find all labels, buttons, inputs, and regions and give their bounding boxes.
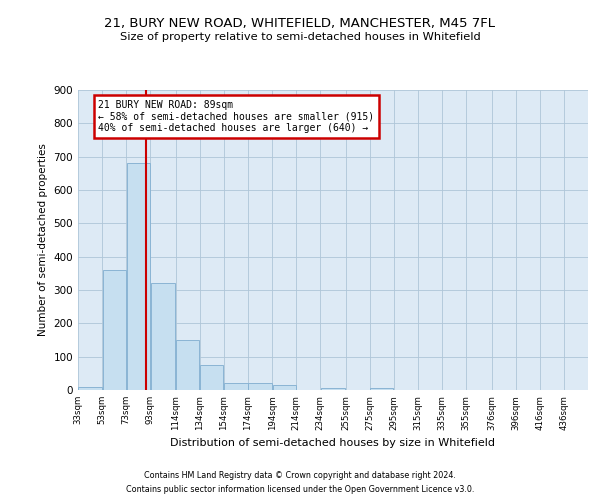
- Text: Contains public sector information licensed under the Open Government Licence v3: Contains public sector information licen…: [126, 485, 474, 494]
- Text: Size of property relative to semi-detached houses in Whitefield: Size of property relative to semi-detach…: [119, 32, 481, 42]
- Bar: [151, 284, 175, 390]
- Bar: [176, 340, 199, 390]
- Bar: [370, 388, 394, 390]
- Bar: [200, 365, 223, 390]
- Text: 21, BURY NEW ROAD, WHITEFIELD, MANCHESTER, M45 7FL: 21, BURY NEW ROAD, WHITEFIELD, MANCHESTE…: [104, 18, 496, 30]
- Bar: [103, 270, 126, 390]
- X-axis label: Distribution of semi-detached houses by size in Whitefield: Distribution of semi-detached houses by …: [170, 438, 496, 448]
- Bar: [127, 164, 150, 390]
- Bar: [321, 388, 345, 390]
- Bar: [79, 386, 101, 390]
- Bar: [272, 385, 296, 390]
- Text: Contains HM Land Registry data © Crown copyright and database right 2024.: Contains HM Land Registry data © Crown c…: [144, 471, 456, 480]
- Y-axis label: Number of semi-detached properties: Number of semi-detached properties: [38, 144, 48, 336]
- Bar: [248, 384, 272, 390]
- Text: 21 BURY NEW ROAD: 89sqm
← 58% of semi-detached houses are smaller (915)
40% of s: 21 BURY NEW ROAD: 89sqm ← 58% of semi-de…: [98, 100, 374, 133]
- Bar: [224, 384, 248, 390]
